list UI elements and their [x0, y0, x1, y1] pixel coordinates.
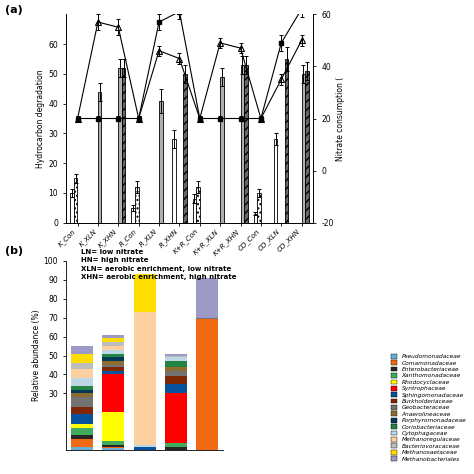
Bar: [71, 346, 93, 354]
Bar: [159, 100, 163, 223]
Bar: [102, 346, 124, 350]
Bar: [71, 397, 93, 407]
Bar: [196, 278, 218, 318]
Bar: [196, 187, 200, 223]
Text: LN= low nitrate
HN= high nitrate
XLN= aerobic enrichment, low nitrate
XHN= aerob: LN= low nitrate HN= high nitrate XLN= ae…: [81, 249, 236, 280]
Bar: [71, 393, 93, 397]
Bar: [102, 445, 124, 447]
Y-axis label: Relative abundance (%): Relative abundance (%): [32, 310, 41, 401]
Bar: [102, 338, 124, 342]
Bar: [165, 367, 187, 371]
Bar: [165, 354, 187, 356]
Bar: [102, 365, 124, 367]
Bar: [102, 371, 124, 374]
Bar: [102, 441, 124, 445]
Bar: [165, 361, 187, 367]
Bar: [254, 214, 257, 223]
Y-axis label: Hydrocarbon degradation: Hydrocarbon degradation: [36, 69, 46, 168]
Bar: [302, 74, 305, 223]
Bar: [165, 447, 187, 450]
Bar: [74, 178, 77, 223]
Bar: [71, 435, 93, 439]
Bar: [102, 374, 124, 412]
Bar: [165, 357, 187, 361]
Bar: [196, 318, 218, 319]
Bar: [71, 369, 93, 378]
Y-axis label: Nitrate consumption (: Nitrate consumption (: [337, 76, 346, 161]
Bar: [134, 445, 155, 447]
Bar: [102, 361, 124, 365]
Bar: [102, 367, 124, 371]
Bar: [98, 91, 101, 223]
Bar: [274, 139, 277, 223]
Bar: [165, 443, 187, 447]
Bar: [196, 319, 218, 450]
Bar: [135, 187, 138, 223]
Bar: [118, 68, 122, 223]
Bar: [241, 65, 244, 223]
Bar: [192, 199, 196, 223]
Bar: [165, 371, 187, 376]
Bar: [257, 193, 261, 223]
Bar: [71, 424, 93, 428]
Bar: [183, 74, 187, 223]
Bar: [122, 68, 126, 223]
Bar: [102, 447, 124, 448]
Bar: [134, 274, 155, 312]
Bar: [134, 312, 155, 445]
Bar: [134, 447, 155, 450]
Bar: [165, 393, 187, 443]
Bar: [165, 376, 187, 384]
Bar: [165, 384, 187, 393]
Bar: [172, 139, 175, 223]
Bar: [165, 356, 187, 357]
Text: (a): (a): [5, 5, 22, 15]
Bar: [71, 363, 93, 369]
Bar: [102, 412, 124, 441]
Bar: [71, 439, 93, 447]
Bar: [244, 65, 248, 223]
Bar: [102, 354, 124, 357]
Bar: [131, 208, 135, 223]
Bar: [71, 378, 93, 386]
Bar: [71, 414, 93, 424]
Bar: [102, 335, 124, 338]
Text: (b): (b): [5, 246, 23, 256]
Bar: [71, 386, 93, 390]
Bar: [102, 350, 124, 354]
Bar: [71, 390, 93, 393]
Bar: [71, 447, 93, 450]
Bar: [285, 59, 289, 223]
Bar: [71, 428, 93, 435]
Bar: [71, 407, 93, 414]
Legend: Pseudomonadaceae, Comamonadaceae, Enterobacteriaceae, Xanthomonadaceae, Rhodocyc: Pseudomonadaceae, Comamonadaceae, Entero…: [391, 354, 466, 462]
Bar: [220, 77, 224, 223]
Bar: [102, 357, 124, 361]
Bar: [305, 71, 309, 223]
Bar: [102, 342, 124, 346]
Bar: [70, 193, 74, 223]
Bar: [71, 354, 93, 363]
Bar: [102, 448, 124, 450]
